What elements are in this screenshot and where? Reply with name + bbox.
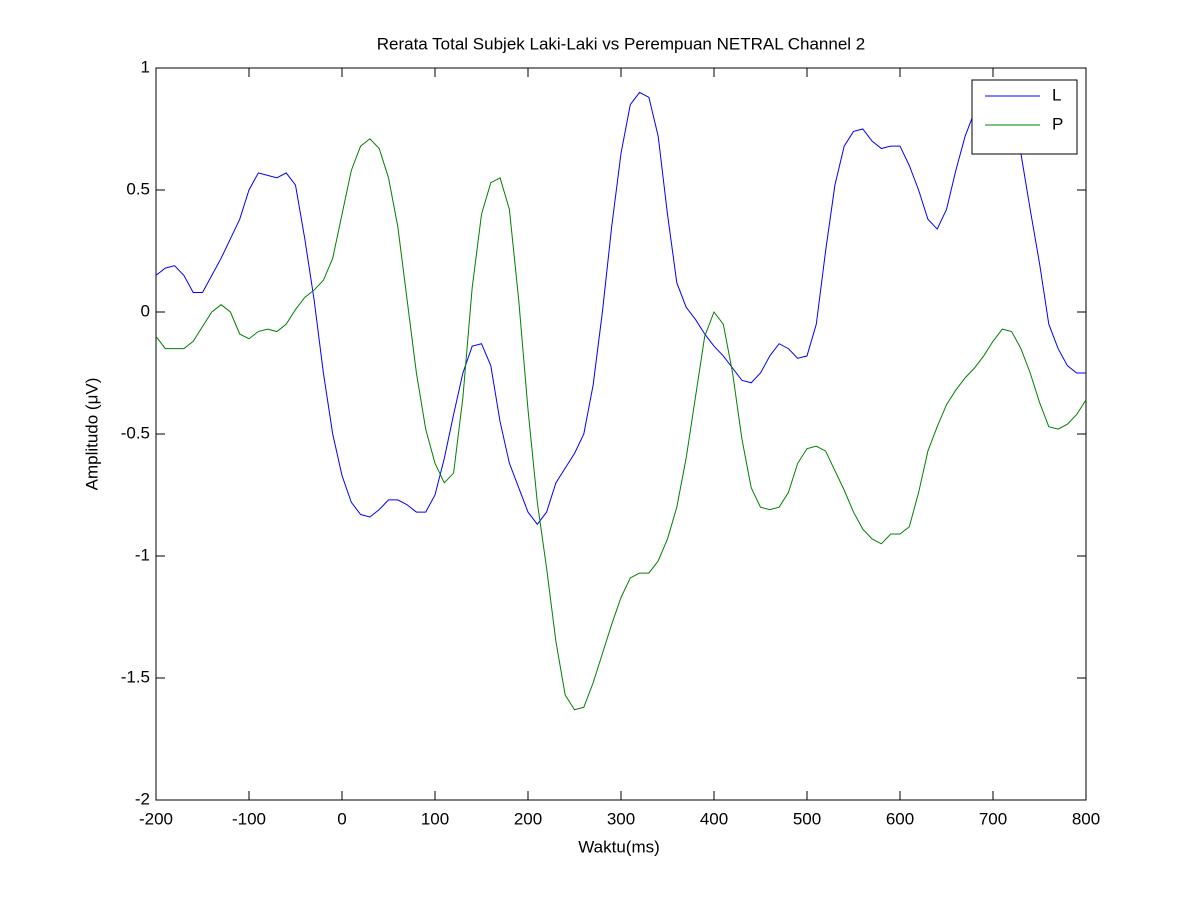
chart-title: Rerata Total Subjek Laki-Laki vs Perempu…	[377, 34, 866, 53]
legend-box	[971, 79, 1078, 155]
plot-frame	[155, 67, 1087, 801]
x-tick-label: 300	[607, 809, 635, 828]
legend-label: L	[1052, 85, 1061, 104]
x-tick-label: 800	[1072, 809, 1100, 828]
y-tick-label: -2	[135, 789, 150, 808]
y-tick-label: 1	[141, 57, 150, 76]
series-line	[155, 138, 1087, 711]
legend-label: P	[1052, 114, 1063, 133]
x-axis-label: Waktu(ms)	[578, 837, 660, 856]
y-tick-label: -1	[135, 545, 150, 564]
x-tick-label: 0	[337, 809, 346, 828]
y-tick-label: 0	[141, 301, 150, 320]
y-tick-label: 0.5	[126, 179, 150, 198]
series-line	[155, 91, 1086, 526]
x-tick-label: 200	[514, 809, 542, 828]
x-tick-label: 700	[979, 809, 1007, 828]
x-tick-label: 500	[793, 809, 821, 828]
y-tick-label: -1.5	[121, 667, 150, 686]
x-tick-label: -200	[139, 809, 173, 828]
x-tick-label: 100	[421, 809, 449, 828]
x-tick-label: 400	[700, 809, 728, 828]
x-tick-label: -100	[232, 809, 266, 828]
y-axis-label: Amplitudo (μV)	[82, 378, 101, 491]
x-tick-label: 600	[886, 809, 914, 828]
y-tick-label: -0.5	[121, 423, 150, 442]
